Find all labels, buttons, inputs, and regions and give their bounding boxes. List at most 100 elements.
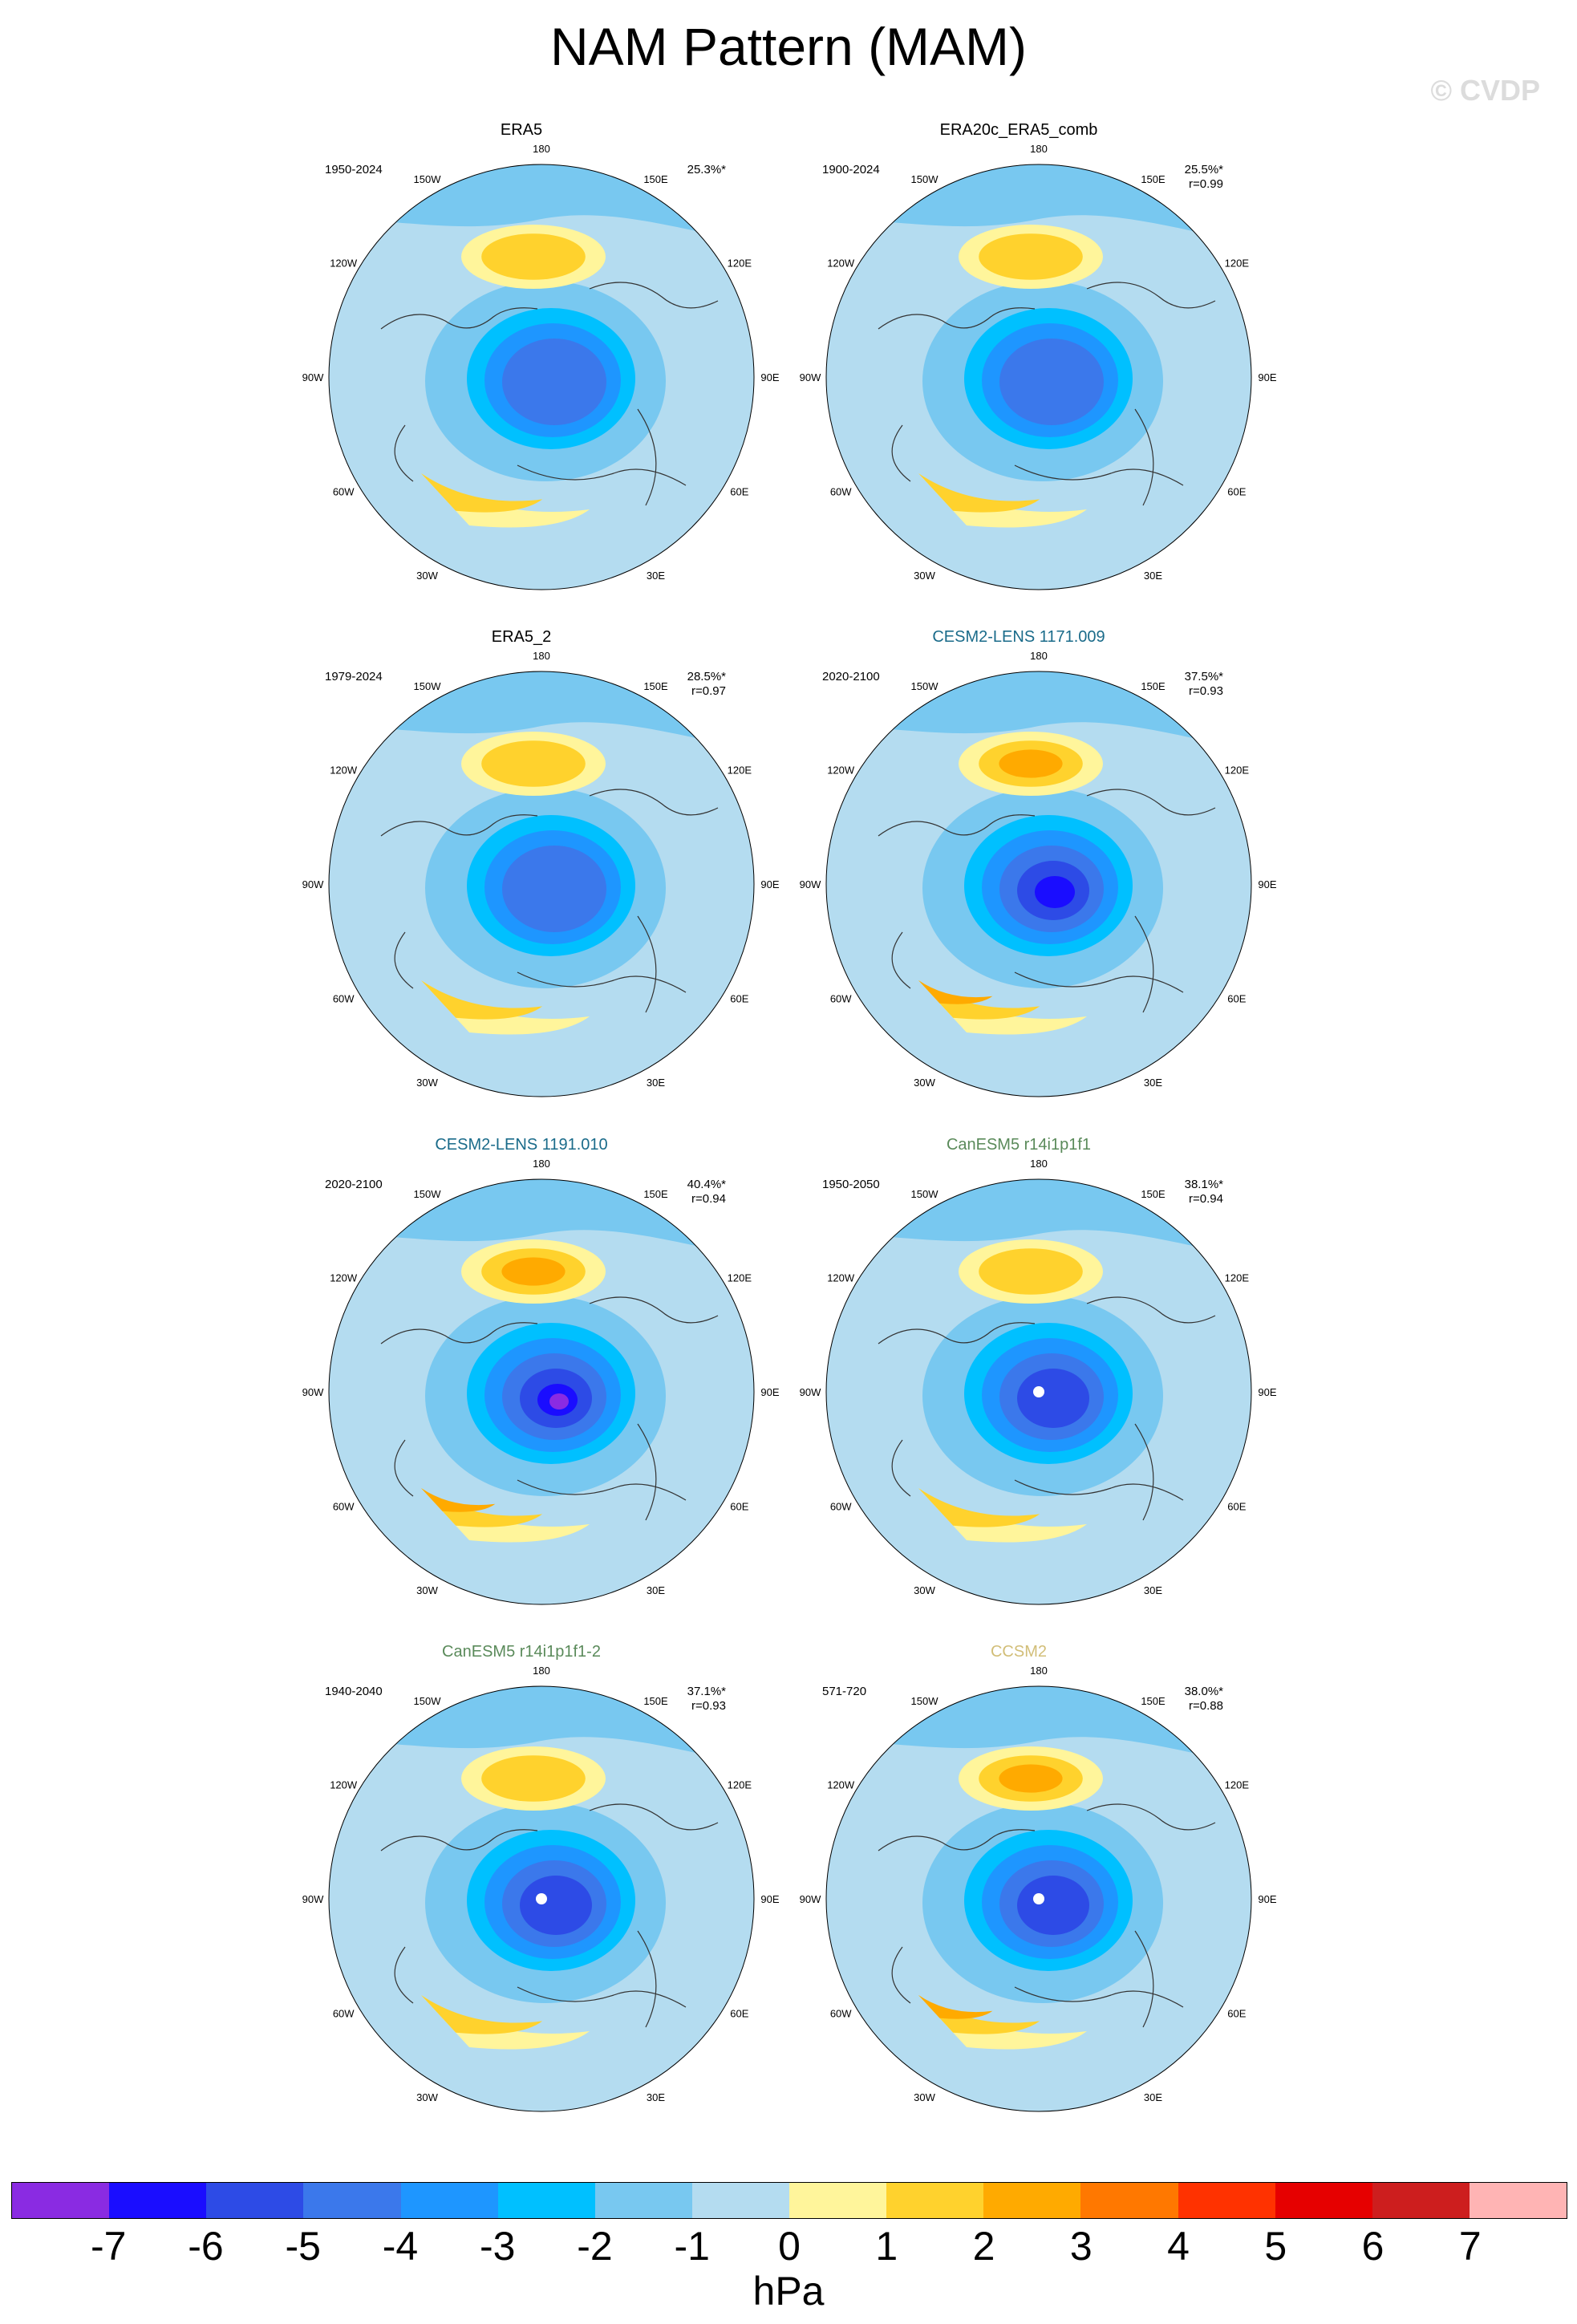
longitude-label: 180	[533, 1665, 550, 1677]
coastline	[891, 424, 911, 482]
longitude-label: 150E	[1141, 1695, 1166, 1707]
coastline	[1134, 1423, 1154, 1521]
period-label: 571-720	[822, 1685, 866, 1698]
longitude-label: 60W	[333, 486, 355, 498]
longitude-label: 90E	[1258, 371, 1276, 383]
coastline	[589, 282, 719, 309]
map-panel: CanESM5 r14i1p1f1 180 150E 120E 90E 60E 30E 0 30…	[762, 1135, 1324, 1616]
colorbar-tick-label: 7	[1458, 2224, 1482, 2269]
coastline	[1014, 1479, 1184, 1501]
colorbar-swatch	[1275, 2183, 1372, 2218]
coastline	[1014, 464, 1184, 486]
longitude-label: 120E	[1225, 258, 1250, 270]
colorbar-swatch	[206, 2183, 304, 2218]
longitude-label: 0	[538, 2122, 544, 2123]
longitude-label: 120W	[827, 258, 855, 270]
coastline	[891, 1946, 911, 2004]
coastline	[517, 971, 687, 993]
period-label: 2020-2100	[325, 1178, 383, 1191]
longitude-label: 30W	[416, 2091, 438, 2103]
colorbar-tick-label: 2	[972, 2224, 995, 2269]
longitude-label: 30E	[647, 570, 665, 582]
longitude-label: 90E	[1258, 1893, 1276, 1905]
colorbar-tick-label: 6	[1361, 2224, 1384, 2269]
longitude-label: 60W	[333, 993, 355, 1005]
colorbar-tick-label: -4	[382, 2224, 419, 2269]
map-panel: ERA5 180 150E 120E 90E 60E 30E 0 30W 60W 90W 120W 15…	[265, 120, 826, 602]
longitude-label: 30W	[914, 2091, 935, 2103]
longitude-label: 0	[538, 1107, 544, 1109]
longitude-label: 60E	[1227, 1501, 1246, 1513]
panel-title: CESM2-LENS 1191.010	[435, 1136, 608, 1154]
longitude-label: 0	[538, 1615, 544, 1616]
colorbar-swatch	[1178, 2183, 1275, 2218]
coastline	[878, 307, 1036, 330]
longitude-label: 30E	[1144, 1584, 1162, 1596]
longitude-label: 60W	[333, 1501, 355, 1513]
map-panel: ERA5_2 180 150E 120E 90E 60E 30E 0 30W 60W 90W 120W…	[265, 627, 826, 1109]
coastline	[517, 1986, 687, 2008]
coastline	[891, 931, 911, 989]
map-boundary	[328, 671, 755, 1097]
longitude-label: 120W	[827, 1272, 855, 1284]
polar-stereographic-map: 180 150E 120E 90E 60E 30E 0 30W 60W 90W 120W 150W 19…	[800, 143, 1277, 602]
map-boundary	[825, 1685, 1252, 2112]
longitude-label: 90W	[302, 878, 324, 890]
longitude-label: 0	[1036, 2122, 1041, 2123]
map-boundary	[825, 164, 1252, 590]
longitude-label: 90E	[1258, 1386, 1276, 1398]
coastline	[878, 814, 1036, 837]
correlation-label: r=0.88	[1189, 1699, 1223, 1713]
longitude-label: 150W	[911, 1695, 939, 1707]
variance-explained-label: 40.4%*	[687, 1178, 727, 1191]
polar-stereographic-map: 180 150E 120E 90E 60E 30E 0 30W 60W 90W 120W 150W 19…	[302, 1665, 780, 2123]
longitude-label: 180	[533, 143, 550, 155]
colorbar-tick-label: 3	[1069, 2224, 1093, 2269]
longitude-label: 30W	[416, 570, 438, 582]
longitude-label: 60W	[830, 486, 852, 498]
coastline	[878, 1829, 1036, 1851]
map-panel: CESM2-LENS 1171.009 180 150E 120E 90E 60E 30E 0…	[762, 627, 1324, 1109]
colorbar-swatch	[1080, 2183, 1178, 2218]
panel-title: CanESM5 r14i1p1f1-2	[442, 1643, 601, 1661]
pole-marker	[536, 1893, 547, 1904]
period-label: 1950-2024	[325, 163, 383, 176]
map-boundary	[825, 671, 1252, 1097]
longitude-label: 120W	[330, 765, 358, 777]
panel-title: ERA20c_ERA5_comb	[939, 121, 1098, 139]
longitude-label: 60W	[830, 2008, 852, 2020]
longitude-label: 30W	[914, 1584, 935, 1596]
colorbar-tick-label: -3	[480, 2224, 516, 2269]
variance-explained-label: 25.5%*	[1185, 163, 1224, 176]
variance-explained-label: 38.1%*	[1185, 1178, 1224, 1191]
panel-title: CanESM5 r14i1p1f1	[946, 1136, 1092, 1154]
figure-title: NAM Pattern (MAM)	[549, 17, 1028, 76]
cvdp-watermark: © CVDP	[1430, 74, 1540, 107]
longitude-label: 60W	[830, 993, 852, 1005]
polar-stereographic-map: 180 150E 120E 90E 60E 30E 0 30W 60W 90W 120W 150W 57…	[800, 1665, 1277, 2123]
coastline	[1086, 282, 1216, 309]
map-panel: ERA20c_ERA5_comb 180 150E 120E 90E 60E 30E 0 30W…	[762, 120, 1324, 602]
longitude-label: 150E	[643, 1188, 668, 1200]
colorbar-swatch	[594, 2183, 692, 2218]
longitude-label: 150W	[414, 1188, 442, 1200]
longitude-label: 150W	[911, 680, 939, 692]
period-label: 1950-2050	[822, 1178, 880, 1191]
coastline	[517, 464, 687, 486]
panel-title: CESM2-LENS 1171.009	[932, 628, 1105, 646]
longitude-label: 0	[1036, 1107, 1041, 1109]
coastline	[589, 1296, 719, 1324]
pole-marker	[1033, 1893, 1044, 1904]
longitude-label: 180	[533, 1158, 550, 1170]
longitude-label: 60E	[1227, 993, 1246, 1005]
correlation-label: r=0.99	[1189, 177, 1223, 191]
longitude-label: 120E	[728, 258, 752, 270]
colorbar	[11, 2182, 1567, 2219]
coastline	[878, 1322, 1036, 1345]
longitude-label: 180	[1030, 1665, 1048, 1677]
colorbar-tick-label: -6	[188, 2224, 224, 2269]
longitude-label: 120E	[1225, 765, 1250, 777]
variance-explained-label: 25.3%*	[687, 163, 727, 176]
map-panel: CCSM2180150E120E90E60E30E030W60W90W120W1…	[762, 1642, 1324, 2123]
polar-stereographic-map: 180 150E 120E 90E 60E 30E 0 30W 60W 90W 120W 150W 19…	[302, 650, 780, 1109]
